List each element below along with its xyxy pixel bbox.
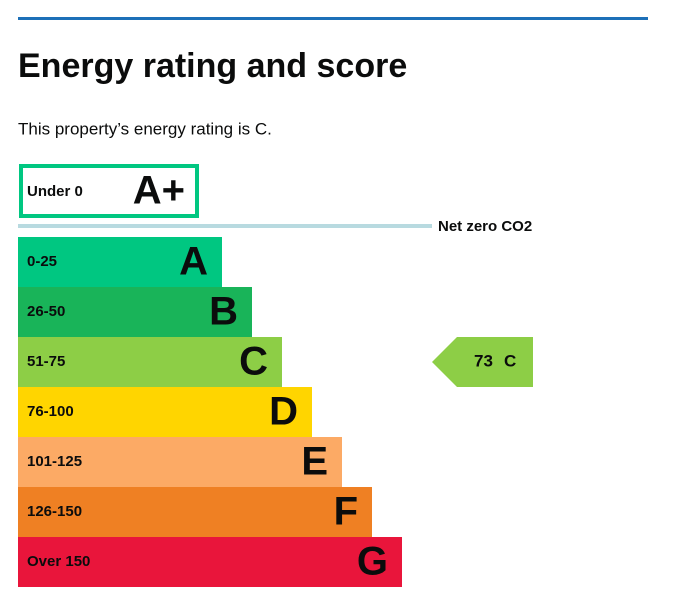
band-letter: G [357, 540, 388, 584]
band-range: 51-75 [27, 353, 65, 370]
current-score: 73 [474, 351, 493, 370]
bands: 0-25 A 26-50 B 51-75 C 76-100 D 101-125 E 126-150 F… [18, 237, 402, 587]
band-letter: A+ [133, 169, 185, 213]
band-letter: F [334, 490, 358, 534]
band-bar [18, 537, 402, 587]
current-letter: C [504, 351, 516, 370]
intro: This property’s energy rating is C. [18, 119, 272, 138]
band-bar [18, 487, 372, 537]
band-range: 26-50 [27, 303, 65, 320]
band-range: 76-100 [27, 403, 74, 420]
band-bar [18, 337, 282, 387]
band-range: Under 0 [27, 183, 83, 200]
current-rating-arrow [432, 337, 533, 387]
band-letter: C [239, 340, 268, 384]
net-zero-label: Net zero CO2 [438, 218, 532, 235]
band-range: 0-25 [27, 253, 57, 270]
band-bar [18, 387, 312, 437]
band-bar [18, 287, 252, 337]
top-band-box [19, 164, 199, 218]
title: Energy rating and score [18, 47, 407, 85]
band-letter: A [179, 240, 208, 284]
band-letter: E [301, 440, 328, 484]
band-letter: D [269, 390, 298, 434]
band-range: 126-150 [27, 503, 82, 520]
band-bar [18, 437, 342, 487]
top-rule [18, 17, 648, 20]
band-letter: B [209, 290, 238, 334]
net-zero-line [18, 224, 432, 228]
band-bar [18, 237, 222, 287]
band-range: 101-125 [27, 453, 82, 470]
band-range: Over 150 [27, 553, 90, 570]
